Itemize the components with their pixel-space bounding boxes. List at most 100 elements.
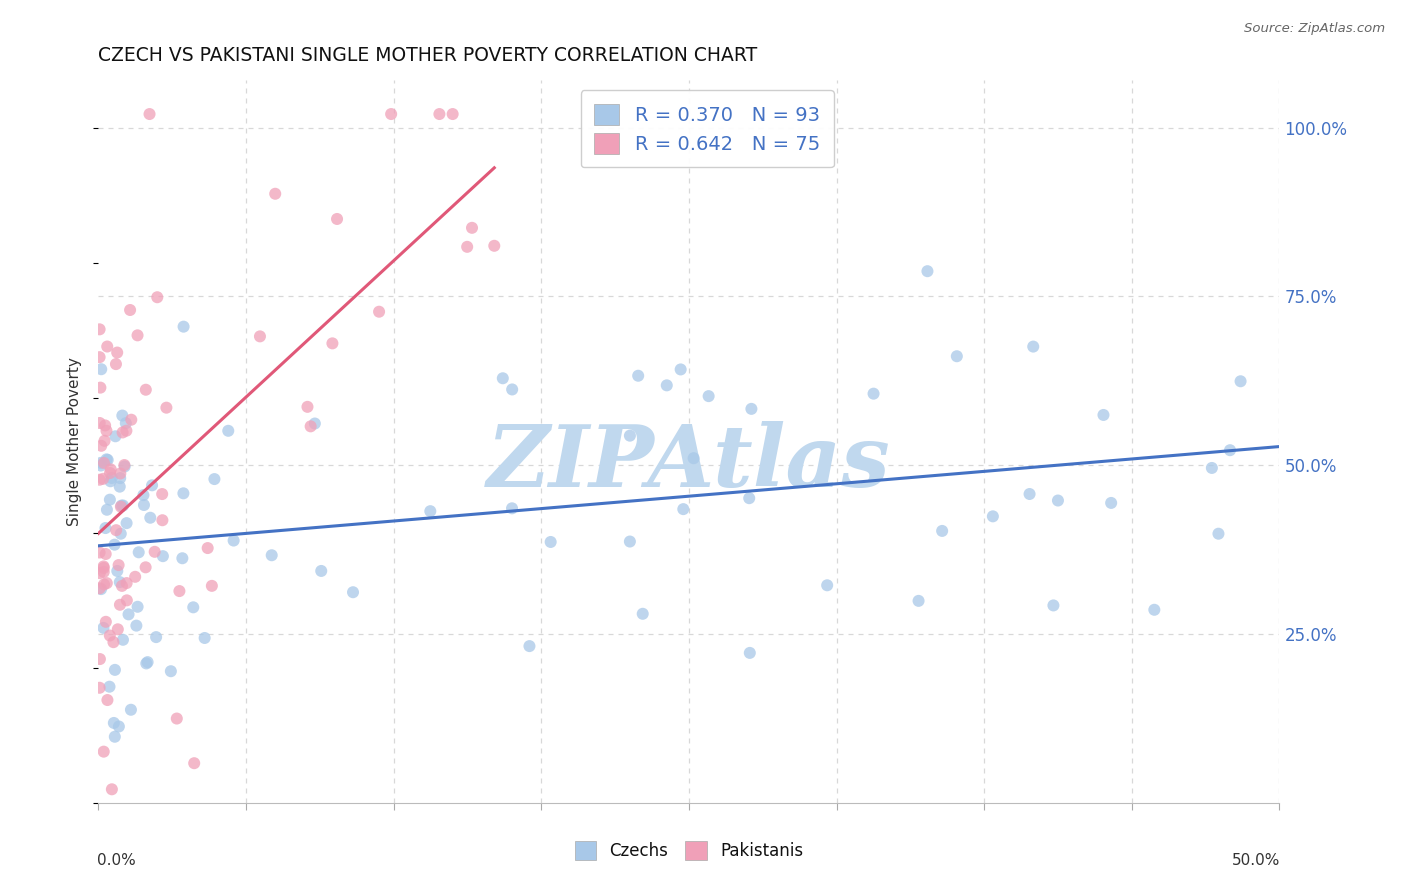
Point <box>146 290 169 304</box>
Point <box>380 107 402 121</box>
Point <box>111 425 134 440</box>
Y-axis label: Single Mother Poverty: Single Mother Poverty <box>67 357 83 526</box>
Point <box>441 107 464 121</box>
Point <box>93 745 115 759</box>
Point <box>682 451 704 466</box>
Point <box>907 594 929 608</box>
Point <box>931 524 953 538</box>
Point <box>169 584 191 599</box>
Point <box>100 471 122 485</box>
Point <box>96 452 118 467</box>
Point <box>125 618 148 632</box>
Point <box>136 655 159 669</box>
Point <box>222 533 245 548</box>
Point <box>107 558 129 573</box>
Point <box>152 549 174 563</box>
Point <box>1201 461 1223 475</box>
Point <box>150 487 173 501</box>
Point <box>173 319 195 334</box>
Point <box>738 646 761 660</box>
Point <box>93 577 115 591</box>
Point <box>111 632 134 647</box>
Point <box>90 456 112 470</box>
Point <box>107 623 129 637</box>
Point <box>1099 496 1122 510</box>
Point <box>194 631 217 645</box>
Point <box>172 551 194 566</box>
Point <box>108 598 131 612</box>
Point <box>492 371 515 385</box>
Point <box>120 303 142 318</box>
Point <box>501 501 523 516</box>
Point <box>90 439 112 453</box>
Point <box>297 400 319 414</box>
Point <box>108 480 131 494</box>
Point <box>104 357 127 371</box>
Point <box>108 471 131 485</box>
Point <box>90 362 112 376</box>
Point <box>112 499 135 513</box>
Point <box>172 486 194 500</box>
Point <box>141 478 163 492</box>
Point <box>138 107 160 121</box>
Point <box>97 453 120 467</box>
Point <box>96 576 118 591</box>
Legend: Czechs, Pakistanis: Czechs, Pakistanis <box>568 835 810 867</box>
Point <box>117 607 139 622</box>
Point <box>143 545 166 559</box>
Point <box>115 516 138 530</box>
Point <box>112 458 135 472</box>
Text: ZIPAtlas: ZIPAtlas <box>486 421 891 505</box>
Point <box>1143 603 1166 617</box>
Point <box>1229 374 1251 388</box>
Point <box>115 593 138 607</box>
Point <box>1042 599 1064 613</box>
Point <box>197 541 219 555</box>
Point <box>139 510 162 524</box>
Point <box>93 621 115 635</box>
Point <box>93 561 115 575</box>
Point <box>89 350 111 364</box>
Point <box>93 434 115 448</box>
Point <box>1018 487 1040 501</box>
Point <box>619 534 641 549</box>
Point <box>419 504 441 518</box>
Point <box>98 628 121 642</box>
Point <box>456 240 478 254</box>
Point <box>124 570 146 584</box>
Point <box>91 472 114 486</box>
Point <box>120 413 142 427</box>
Point <box>111 579 134 593</box>
Point <box>655 378 678 392</box>
Point <box>484 239 506 253</box>
Point <box>1208 526 1230 541</box>
Point <box>155 401 177 415</box>
Point <box>368 304 391 318</box>
Point <box>501 383 523 397</box>
Point <box>110 526 132 541</box>
Point <box>135 560 157 574</box>
Point <box>94 547 117 561</box>
Point <box>89 581 111 595</box>
Point <box>115 424 138 438</box>
Point <box>249 329 271 343</box>
Point <box>160 664 183 678</box>
Point <box>104 663 127 677</box>
Point <box>100 475 122 489</box>
Point <box>697 389 720 403</box>
Point <box>181 600 204 615</box>
Point <box>1022 340 1045 354</box>
Point <box>98 466 121 480</box>
Text: Source: ZipAtlas.com: Source: ZipAtlas.com <box>1244 22 1385 36</box>
Point <box>89 473 111 487</box>
Point <box>217 424 239 438</box>
Point <box>89 322 111 336</box>
Point <box>627 368 650 383</box>
Point <box>135 383 157 397</box>
Point <box>103 538 125 552</box>
Point <box>740 401 762 416</box>
Point <box>152 513 174 527</box>
Point <box>110 500 132 514</box>
Point <box>108 719 131 733</box>
Point <box>114 459 136 474</box>
